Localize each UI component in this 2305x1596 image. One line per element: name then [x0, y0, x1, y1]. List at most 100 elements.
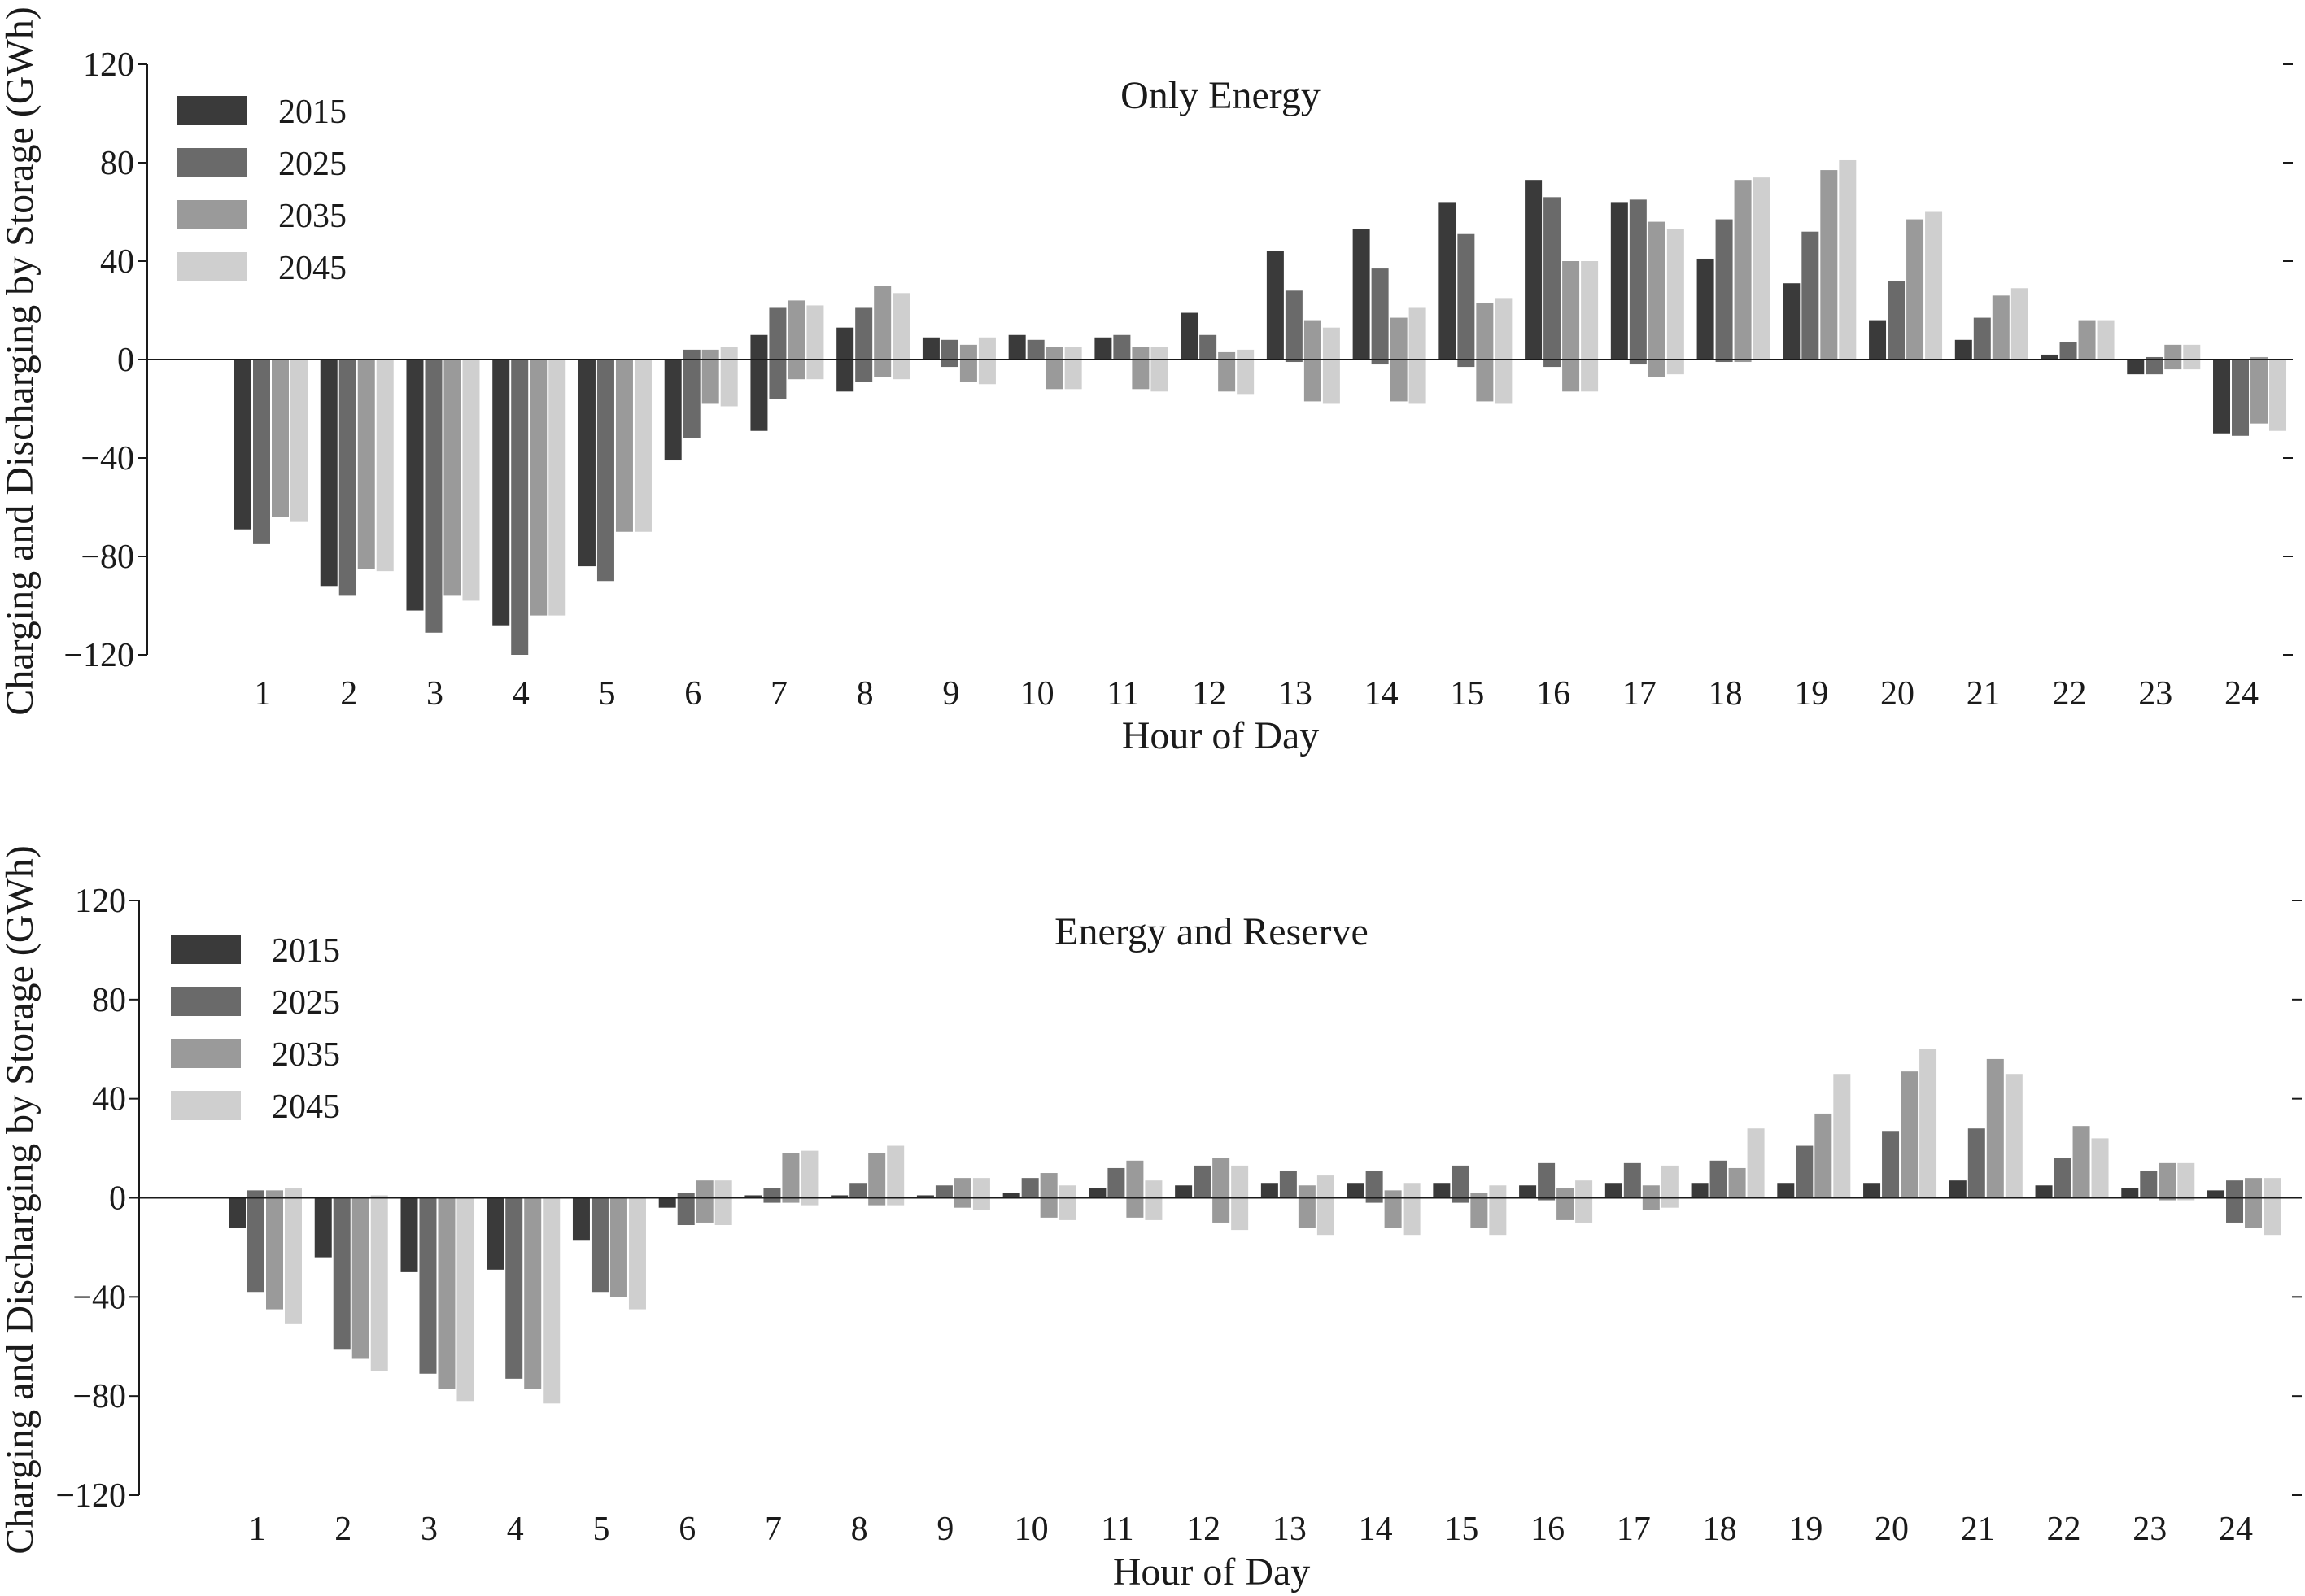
- bar-2045-hour-8-charge: [893, 293, 910, 360]
- legend-label-2045: 2045: [272, 1088, 340, 1126]
- bar-2015-hour-11-charge: [1089, 1188, 1107, 1198]
- bar-2045-hour-20-charge: [1925, 211, 1943, 360]
- bar-2035-hour-16-charge: [1562, 261, 1580, 360]
- x-tick-label: 19: [1794, 675, 1828, 713]
- bar-2015-hour-8-charge: [831, 1195, 849, 1198]
- x-tick-label: 5: [592, 1511, 609, 1548]
- bar-2045-hour-4-discharge: [543, 1197, 561, 1404]
- x-tick-label: 18: [1703, 1511, 1737, 1548]
- legend-swatch-2035: [171, 1039, 241, 1068]
- bar-2035-hour-12-charge: [1212, 1158, 1230, 1198]
- legend-label-2025: 2025: [278, 146, 347, 183]
- bar-2025-hour-6-discharge: [677, 1197, 695, 1226]
- bar-2035-hour-2-discharge: [357, 360, 375, 569]
- bar-2025-hour-18-charge: [1709, 1160, 1727, 1198]
- bar-2015-hour-4-discharge: [492, 360, 510, 626]
- bar-2045-hour-3-discharge: [456, 1197, 474, 1402]
- bar-2035-hour-20-charge: [1901, 1071, 1919, 1198]
- bar-2025-hour-7-discharge: [769, 360, 787, 399]
- bar-2035-hour-10-charge: [1040, 1173, 1058, 1198]
- bar-2025-hour-20-charge: [1888, 281, 1906, 360]
- bar-2035-hour-10-discharge: [1040, 1197, 1058, 1218]
- bar-2035-hour-10-charge: [1046, 347, 1063, 360]
- bar-2045-hour-13-charge: [1322, 327, 1340, 360]
- bar-2035-hour-13-charge: [1298, 1185, 1316, 1198]
- x-tick-label: 21: [1961, 1511, 1995, 1548]
- legend-swatch-2015: [177, 96, 247, 125]
- bar-2045-hour-12-discharge: [1231, 1197, 1249, 1231]
- bar-2045-hour-1-discharge: [290, 360, 308, 522]
- bar-2035-hour-11-discharge: [1132, 360, 1150, 390]
- bar-2015-hour-9-charge: [922, 337, 940, 360]
- x-tick-label: 17: [1617, 1511, 1651, 1548]
- bar-2025-hour-12-charge: [1199, 334, 1217, 360]
- legend-swatch-2025: [171, 987, 241, 1016]
- bar-2015-hour-7-discharge: [750, 360, 768, 431]
- x-tick-label: 15: [1444, 1511, 1478, 1548]
- bar-2015-hour-15-charge: [1433, 1183, 1451, 1198]
- y-tick-label: 80: [100, 145, 134, 182]
- bar-2025-hour-18-charge: [1715, 219, 1733, 360]
- bar-2045-hour-9-charge: [978, 337, 996, 360]
- bar-2035-hour-1-discharge: [266, 1197, 283, 1310]
- bar-2035-hour-10-discharge: [1046, 360, 1063, 390]
- legend-swatch-2035: [177, 200, 247, 229]
- x-tick-label: 6: [679, 1511, 696, 1548]
- bar-2045-hour-14-discharge: [1408, 360, 1426, 404]
- bar-2045-hour-19-charge: [1839, 159, 1857, 360]
- bar-2015-hour-3-discharge: [400, 1197, 418, 1272]
- bar-2035-hour-7-discharge: [788, 360, 805, 380]
- bar-2045-hour-18-charge: [1747, 1128, 1765, 1198]
- bar-2025-hour-1-discharge: [247, 1197, 264, 1293]
- bar-2035-hour-9-discharge: [959, 360, 977, 382]
- bar-2015-hour-12-charge: [1175, 1185, 1193, 1198]
- x-tick-label: 14: [1359, 1511, 1393, 1548]
- bar-2035-hour-7-charge: [782, 1153, 800, 1198]
- bar-2045-hour-24-discharge: [2264, 1197, 2281, 1236]
- bar-2035-hour-7-charge: [788, 300, 805, 360]
- bar-2035-hour-6-discharge: [696, 1197, 714, 1223]
- bar-2035-hour-19-charge: [1820, 170, 1838, 360]
- bar-2045-hour-21-charge: [2010, 288, 2028, 360]
- bar-2015-hour-13-charge: [1260, 1183, 1278, 1198]
- bar-2045-hour-13-discharge: [1316, 1197, 1334, 1236]
- x-tick-label: 10: [1020, 675, 1054, 713]
- bar-2025-hour-5-discharge: [591, 1197, 609, 1293]
- bar-2035-hour-3-discharge: [443, 360, 461, 596]
- bar-2015-hour-16-charge: [1525, 180, 1543, 360]
- bar-2025-hour-14-discharge: [1365, 1197, 1383, 1203]
- x-tick-label: 5: [598, 675, 615, 713]
- bar-2015-hour-21-charge: [1949, 1180, 1967, 1198]
- bar-2035-hour-6-discharge: [701, 360, 719, 404]
- bar-2035-hour-24-charge: [2245, 1178, 2263, 1198]
- bar-2035-hour-4-discharge: [530, 360, 548, 616]
- y-tick-label: −80: [72, 1378, 126, 1415]
- x-tick-label: 1: [255, 675, 272, 713]
- bar-2045-hour-8-discharge: [887, 1197, 905, 1206]
- bar-2015-hour-5-discharge: [578, 360, 596, 567]
- bar-2015-hour-8-charge: [836, 327, 854, 360]
- bar-2045-hour-16-discharge: [1581, 360, 1599, 392]
- bar-2025-hour-2-discharge: [333, 1197, 351, 1350]
- x-tick-label: 21: [1967, 675, 2001, 713]
- legend-label-2045: 2045: [278, 250, 347, 287]
- bar-2045-hour-15-charge: [1489, 1185, 1507, 1198]
- bar-2035-hour-14-discharge: [1390, 360, 1408, 402]
- bar-2035-hour-6-charge: [696, 1180, 714, 1198]
- bar-2015-hour-6-discharge: [658, 1197, 676, 1208]
- x-tick-label: 24: [2224, 675, 2259, 713]
- x-tick-label: 11: [1101, 1511, 1133, 1548]
- legend-swatch-2025: [177, 148, 247, 177]
- x-tick-label: 18: [1709, 675, 1743, 713]
- bar-2015-hour-13-charge: [1266, 251, 1284, 360]
- bar-2045-hour-15-discharge: [1489, 1197, 1507, 1236]
- x-tick-label: 22: [2047, 1511, 2081, 1548]
- legend-swatch-2045: [171, 1091, 241, 1120]
- bar-2045-hour-11-charge: [1145, 1180, 1163, 1198]
- bar-2025-hour-24-charge: [2226, 1180, 2244, 1198]
- bar-2045-hour-16-charge: [1575, 1180, 1593, 1198]
- bar-2045-hour-9-charge: [972, 1178, 990, 1198]
- bar-2045-hour-15-discharge: [1495, 360, 1513, 404]
- legend: 2015 2025 2035 2045: [171, 932, 340, 1126]
- x-tick-label: 3: [421, 1511, 438, 1548]
